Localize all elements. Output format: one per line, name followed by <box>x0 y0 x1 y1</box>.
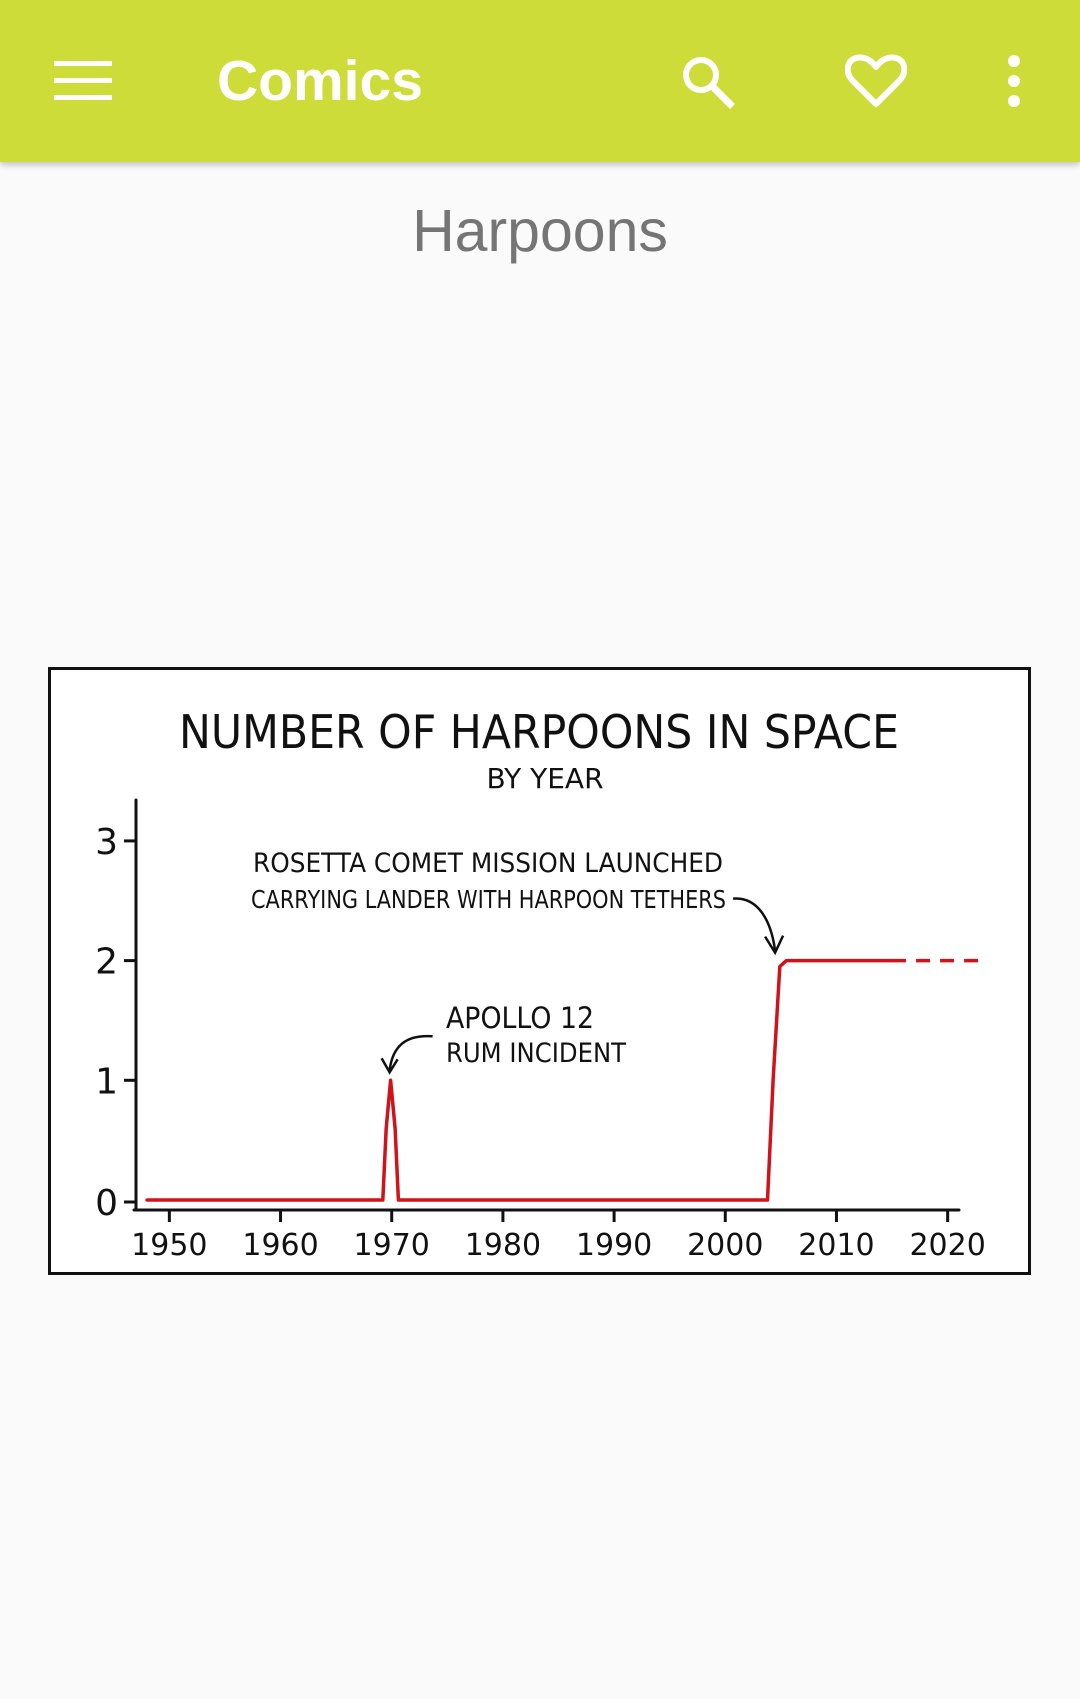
series-line <box>145 958 894 1202</box>
harpoons-chart: NUMBER OF HARPOONS IN SPACE BY YEAR 0 1 2 3… <box>95 705 986 1263</box>
y-tick-label: 1 <box>95 1061 118 1102</box>
annotation-apollo-line-1: APOLLO 12 <box>446 1001 594 1035</box>
x-tick-label: 2010 <box>798 1228 874 1263</box>
comic-title: Harpoons <box>412 198 668 264</box>
heart-outline-icon <box>845 54 907 107</box>
x-tick-label: 1950 <box>131 1228 207 1263</box>
app-bar: Comics <box>0 0 1080 162</box>
comic-image[interactable]: NUMBER OF HARPOONS IN SPACE BY YEAR 0 1 2 3… <box>48 667 1031 1275</box>
x-tick-label: 1990 <box>576 1228 652 1263</box>
chart-title: NUMBER OF HARPOONS IN SPACE <box>179 705 899 759</box>
y-tick-label: 2 <box>95 942 118 983</box>
x-tick-label: 1960 <box>242 1228 318 1263</box>
annotation-apollo-line-2: RUM INCIDENT <box>446 1038 626 1069</box>
chart-annotations: ROSETTA COMET MISSION LAUNCHED CARRYING L… <box>251 848 785 1075</box>
more-vert-icon <box>1008 55 1020 107</box>
favorite-button[interactable] <box>828 33 924 129</box>
annotation-rosetta-arrow <box>732 897 777 951</box>
overflow-menu-button[interactable] <box>966 33 1062 129</box>
search-button[interactable] <box>659 33 755 129</box>
y-tick-label: 3 <box>95 822 118 863</box>
annotation-apollo-arrowhead <box>380 1057 399 1075</box>
chart-axes: 0 1 2 3 1950 1960 1970 1980 1990 2000 2010 2020 <box>95 798 986 1263</box>
x-tick-label: 2000 <box>687 1228 763 1263</box>
annotation-apollo-arrow <box>388 1034 433 1071</box>
x-tick-label: 1970 <box>354 1228 430 1263</box>
app-title: Comics <box>217 49 423 113</box>
chart-subtitle: BY YEAR <box>486 762 603 795</box>
y-tick-label: 0 <box>95 1183 118 1224</box>
menu-button[interactable] <box>36 33 132 129</box>
menu-icon <box>54 61 112 100</box>
annotation-rosetta-arrowhead <box>764 935 785 956</box>
annotation-rosetta-line-1: ROSETTA COMET MISSION LAUNCHED <box>253 848 723 879</box>
x-tick-label: 2020 <box>909 1228 985 1263</box>
annotation-rosetta-line-2: CARRYING LANDER WITH HARPOON TETHERS <box>251 885 726 914</box>
x-tick-label: 1980 <box>465 1228 541 1263</box>
search-icon <box>683 57 735 109</box>
chart-marks <box>145 958 981 1202</box>
